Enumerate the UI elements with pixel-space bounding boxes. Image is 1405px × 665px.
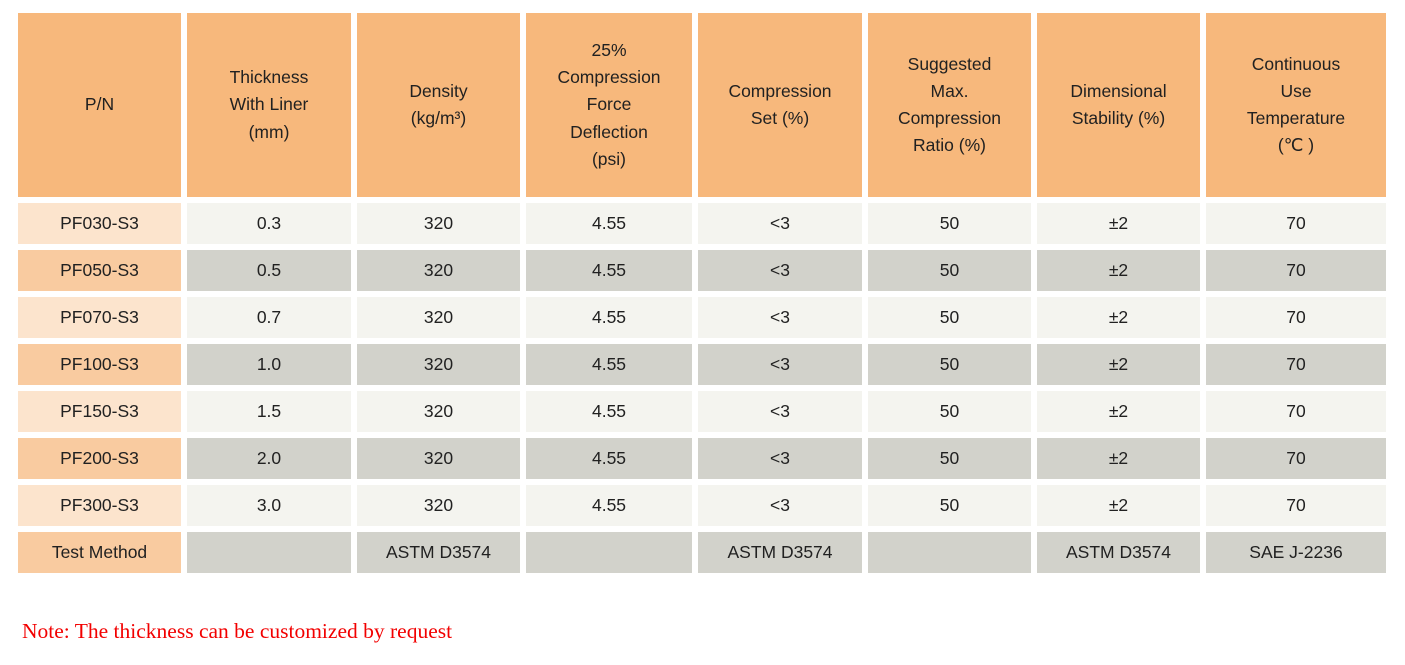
temperature-cell: 70 [1206, 344, 1386, 385]
test-method-compression-set: ASTM D3574 [698, 532, 862, 573]
table-row: PF150-S3 1.5 320 4.55 <3 50 ±2 70 [18, 391, 1386, 432]
temperature-cell: 70 [1206, 203, 1386, 244]
compression-set-cell: <3 [698, 485, 862, 526]
density-cell: 320 [357, 250, 520, 291]
thickness-cell: 0.7 [187, 297, 351, 338]
stability-cell: ±2 [1037, 344, 1200, 385]
test-method-cfd [526, 532, 692, 573]
density-cell: 320 [357, 438, 520, 479]
col-header-cfd: 25% Compression Force Deflection (psi) [526, 13, 692, 197]
temperature-cell: 70 [1206, 297, 1386, 338]
page: P/N Thickness With Liner (mm) Density (k… [12, 7, 1392, 643]
cfd-cell: 4.55 [526, 485, 692, 526]
max-ratio-cell: 50 [868, 250, 1031, 291]
test-method-stability: ASTM D3574 [1037, 532, 1200, 573]
compression-set-cell: <3 [698, 344, 862, 385]
density-cell: 320 [357, 297, 520, 338]
temperature-cell: 70 [1206, 250, 1386, 291]
pn-cell: PF070-S3 [18, 297, 181, 338]
table-row: PF070-S3 0.7 320 4.55 <3 50 ±2 70 [18, 297, 1386, 338]
test-method-thickness [187, 532, 351, 573]
temperature-cell: 70 [1206, 391, 1386, 432]
pn-cell: PF050-S3 [18, 250, 181, 291]
test-method-row: Test Method ASTM D3574 ASTM D3574 ASTM D… [18, 532, 1386, 573]
cfd-cell: 4.55 [526, 297, 692, 338]
max-ratio-cell: 50 [868, 344, 1031, 385]
spec-table: P/N Thickness With Liner (mm) Density (k… [12, 7, 1392, 579]
pn-cell: PF300-S3 [18, 485, 181, 526]
table-row: PF100-S3 1.0 320 4.55 <3 50 ±2 70 [18, 344, 1386, 385]
compression-set-cell: <3 [698, 438, 862, 479]
test-method-temperature: SAE J-2236 [1206, 532, 1386, 573]
compression-set-cell: <3 [698, 203, 862, 244]
col-header-max-compression-ratio: Suggested Max. Compression Ratio (%) [868, 13, 1031, 197]
table-row: PF200-S3 2.0 320 4.55 <3 50 ±2 70 [18, 438, 1386, 479]
stability-cell: ±2 [1037, 438, 1200, 479]
header-row: P/N Thickness With Liner (mm) Density (k… [18, 13, 1386, 197]
cfd-cell: 4.55 [526, 250, 692, 291]
stability-cell: ±2 [1037, 391, 1200, 432]
col-header-pn: P/N [18, 13, 181, 197]
compression-set-cell: <3 [698, 391, 862, 432]
thickness-cell: 0.3 [187, 203, 351, 244]
temperature-cell: 70 [1206, 485, 1386, 526]
max-ratio-cell: 50 [868, 438, 1031, 479]
cfd-cell: 4.55 [526, 391, 692, 432]
cfd-cell: 4.55 [526, 203, 692, 244]
density-cell: 320 [357, 485, 520, 526]
pn-cell: PF030-S3 [18, 203, 181, 244]
thickness-cell: 2.0 [187, 438, 351, 479]
pn-cell: PF150-S3 [18, 391, 181, 432]
thickness-cell: 0.5 [187, 250, 351, 291]
max-ratio-cell: 50 [868, 485, 1031, 526]
density-cell: 320 [357, 203, 520, 244]
stability-cell: ±2 [1037, 203, 1200, 244]
col-header-continuous-use-temp: Continuous Use Temperature (℃ ) [1206, 13, 1386, 197]
pn-cell: PF100-S3 [18, 344, 181, 385]
thickness-cell: 3.0 [187, 485, 351, 526]
max-ratio-cell: 50 [868, 297, 1031, 338]
cfd-cell: 4.55 [526, 344, 692, 385]
stability-cell: ±2 [1037, 250, 1200, 291]
stability-cell: ±2 [1037, 485, 1200, 526]
col-header-density: Density (kg/m³) [357, 13, 520, 197]
table-row: PF050-S3 0.5 320 4.55 <3 50 ±2 70 [18, 250, 1386, 291]
test-method-max-ratio [868, 532, 1031, 573]
thickness-cell: 1.5 [187, 391, 351, 432]
density-cell: 320 [357, 344, 520, 385]
test-method-label: Test Method [18, 532, 181, 573]
compression-set-cell: <3 [698, 250, 862, 291]
col-header-compression-set: Compression Set (%) [698, 13, 862, 197]
cfd-cell: 4.55 [526, 438, 692, 479]
max-ratio-cell: 50 [868, 391, 1031, 432]
col-header-dimensional-stability: Dimensional Stability (%) [1037, 13, 1200, 197]
col-header-thickness: Thickness With Liner (mm) [187, 13, 351, 197]
compression-set-cell: <3 [698, 297, 862, 338]
thickness-cell: 1.0 [187, 344, 351, 385]
density-cell: 320 [357, 391, 520, 432]
table-row: PF300-S3 3.0 320 4.55 <3 50 ±2 70 [18, 485, 1386, 526]
temperature-cell: 70 [1206, 438, 1386, 479]
max-ratio-cell: 50 [868, 203, 1031, 244]
stability-cell: ±2 [1037, 297, 1200, 338]
thickness-note: Note: The thickness can be customized by… [22, 619, 453, 643]
test-method-density: ASTM D3574 [357, 532, 520, 573]
pn-cell: PF200-S3 [18, 438, 181, 479]
table-row: PF030-S3 0.3 320 4.55 <3 50 ±2 70 [18, 203, 1386, 244]
